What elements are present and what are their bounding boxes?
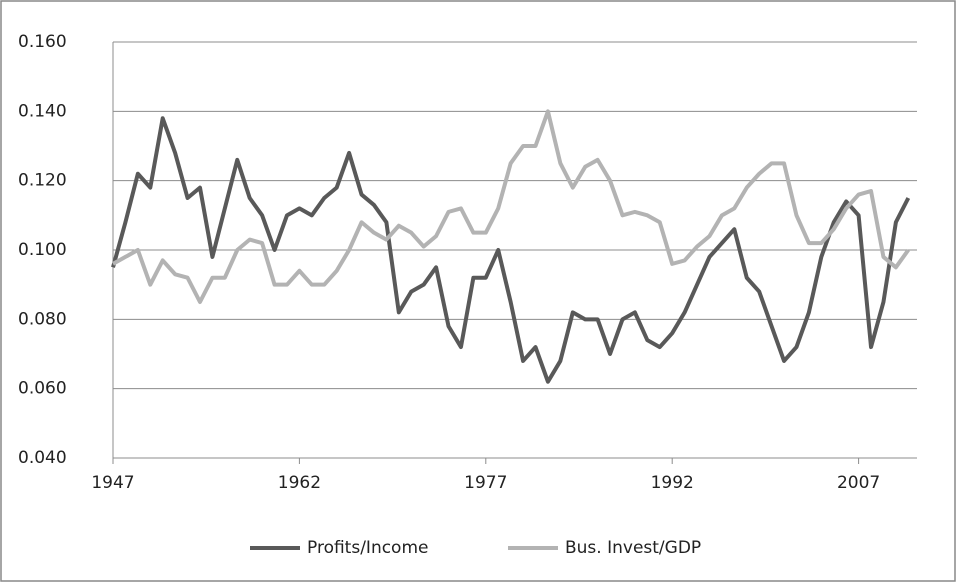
x-tick-label: 1947 <box>91 473 134 493</box>
y-tick-label: 0.140 <box>18 101 67 121</box>
x-tick-label: 1992 <box>651 473 694 493</box>
y-tick-label: 0.060 <box>18 379 67 399</box>
legend-label: Profits/Income <box>307 538 428 558</box>
y-tick-label: 0.080 <box>18 309 67 329</box>
x-tick-label: 2007 <box>837 473 880 493</box>
x-tick-label: 1962 <box>278 473 321 493</box>
series-line <box>111 116 911 384</box>
x-tick-label: 1977 <box>464 473 507 493</box>
y-tick-label: 0.100 <box>18 240 67 260</box>
legend-label: Bus. Invest/GDP <box>565 538 701 558</box>
series-line <box>112 109 910 304</box>
y-tick-label: 0.160 <box>18 32 67 52</box>
y-tick-label: 0.040 <box>18 448 67 468</box>
y-tick-label: 0.120 <box>18 171 67 191</box>
